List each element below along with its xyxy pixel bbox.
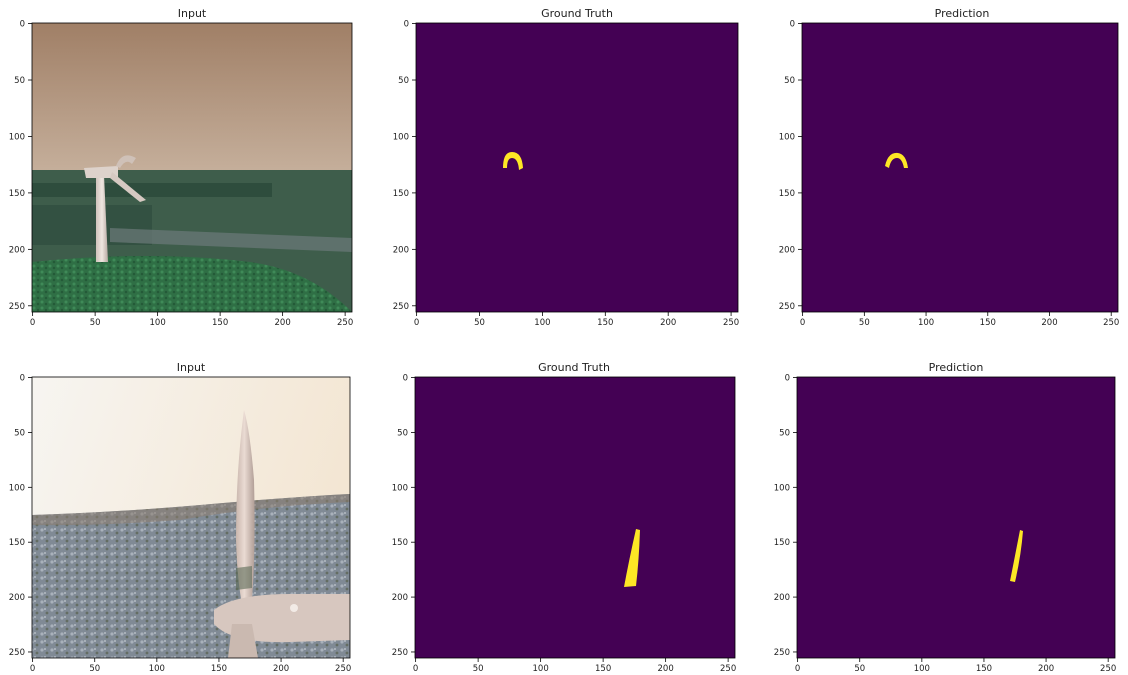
ground-truth-panel-row1: Ground Truth bbox=[415, 7, 739, 313]
x-tick-label: 0 bbox=[413, 664, 418, 671]
y-tick-label: 250 bbox=[9, 302, 25, 312]
x-tick-label: 50 bbox=[90, 318, 101, 328]
y-tick-label: 150 bbox=[393, 189, 409, 199]
x-tick-label: 250 bbox=[723, 318, 739, 328]
x-tick-label: 200 bbox=[1041, 318, 1057, 328]
y-tick-label: 100 bbox=[9, 483, 25, 493]
input-panel-row2: Input bbox=[31, 361, 351, 659]
y-tick-label: 0 bbox=[785, 374, 790, 384]
x-tick-label: 250 bbox=[335, 664, 351, 671]
x-tick-label: 100 bbox=[534, 318, 550, 328]
y-tick-label: 150 bbox=[779, 189, 795, 199]
x-tick-label: 250 bbox=[1100, 664, 1116, 671]
x-tick-label: 50 bbox=[474, 318, 485, 328]
y-tick-label: 200 bbox=[393, 245, 409, 255]
y-tick-label: 50 bbox=[779, 428, 790, 438]
y-tick-label: 50 bbox=[398, 76, 409, 86]
y-tick-label: 50 bbox=[14, 428, 25, 438]
x-tick-label: 150 bbox=[212, 318, 228, 328]
x-tick-label: 150 bbox=[597, 318, 613, 328]
x-tick-label: 0 bbox=[30, 318, 35, 328]
y-tick-label: 250 bbox=[774, 648, 790, 658]
x-tick-label: 200 bbox=[658, 664, 674, 671]
x-tick-label: 50 bbox=[859, 318, 870, 328]
y-tick-label: 100 bbox=[779, 132, 795, 142]
ground-truth-panel-row2: Ground Truth bbox=[414, 361, 736, 659]
mask-region bbox=[885, 152, 908, 168]
x-tick-label: 100 bbox=[150, 318, 166, 328]
y-tick-label: 250 bbox=[779, 302, 795, 312]
x-tick-label: 150 bbox=[976, 664, 992, 671]
y-tick-label: 150 bbox=[9, 538, 25, 548]
mask-region bbox=[503, 152, 523, 170]
y-tick-label: 50 bbox=[397, 428, 408, 438]
y-tick-label: 100 bbox=[393, 132, 409, 142]
x-tick-label: 0 bbox=[800, 318, 805, 328]
panel-title: Input bbox=[178, 7, 207, 20]
x-tick-label: 50 bbox=[854, 664, 865, 671]
x-tick-label: 50 bbox=[89, 664, 100, 671]
panel-title: Input bbox=[177, 361, 206, 374]
panel-title: Prediction bbox=[929, 361, 984, 374]
x-tick-label: 150 bbox=[595, 664, 611, 671]
y-tick-label: 250 bbox=[9, 648, 25, 658]
input-image-row2 bbox=[32, 377, 350, 658]
prediction-panel-row2: Prediction bbox=[796, 361, 1116, 659]
x-tick-label: 150 bbox=[211, 664, 227, 671]
y-tick-label: 100 bbox=[392, 483, 408, 493]
mask-background bbox=[797, 377, 1115, 658]
y-tick-label: 0 bbox=[403, 374, 408, 384]
y-tick-label: 50 bbox=[784, 76, 795, 86]
x-tick-label: 50 bbox=[473, 664, 484, 671]
x-tick-label: 0 bbox=[414, 318, 419, 328]
prediction-panel-row1: Prediction bbox=[801, 7, 1119, 313]
mask-background bbox=[802, 23, 1118, 312]
y-tick-label: 150 bbox=[392, 538, 408, 548]
panel-title: Prediction bbox=[935, 7, 990, 20]
x-tick-label: 100 bbox=[918, 318, 934, 328]
x-tick-label: 200 bbox=[1038, 664, 1054, 671]
x-tick-label: 250 bbox=[337, 318, 353, 328]
x-tick-label: 0 bbox=[30, 664, 35, 671]
y-tick-label: 0 bbox=[20, 374, 25, 384]
panel-title: Ground Truth bbox=[541, 7, 613, 20]
y-tick-label: 0 bbox=[404, 20, 409, 30]
y-tick-label: 150 bbox=[9, 189, 25, 199]
x-tick-label: 100 bbox=[149, 664, 165, 671]
x-tick-label: 0 bbox=[795, 664, 800, 671]
panel-title: Ground Truth bbox=[538, 361, 610, 374]
mask-region bbox=[624, 529, 640, 587]
x-tick-label: 100 bbox=[914, 664, 930, 671]
y-tick-label: 0 bbox=[20, 20, 25, 30]
x-tick-label: 150 bbox=[980, 318, 996, 328]
y-tick-label: 250 bbox=[393, 302, 409, 312]
mask-background bbox=[415, 377, 735, 658]
input-image-row1 bbox=[32, 23, 352, 312]
x-tick-label: 200 bbox=[660, 318, 676, 328]
x-tick-label: 200 bbox=[273, 664, 289, 671]
y-tick-label: 200 bbox=[774, 593, 790, 603]
axis-ticks: 0 0 50 50 100 100 150 150 200 200 250 250 0 0 50 50 100 1… bbox=[9, 20, 1120, 674]
y-tick-label: 150 bbox=[774, 538, 790, 548]
y-tick-label: 100 bbox=[9, 132, 25, 142]
y-tick-label: 200 bbox=[9, 245, 25, 255]
y-tick-label: 50 bbox=[14, 76, 25, 86]
y-tick-label: 250 bbox=[392, 648, 408, 658]
input-panel-row1: Input bbox=[31, 7, 353, 313]
mask-background bbox=[416, 23, 738, 312]
y-tick-label: 200 bbox=[9, 593, 25, 603]
y-tick-label: 200 bbox=[779, 245, 795, 255]
y-tick-label: 0 bbox=[790, 20, 795, 30]
y-tick-label: 100 bbox=[774, 483, 790, 493]
x-tick-label: 250 bbox=[1103, 318, 1119, 328]
mask-region bbox=[1010, 530, 1023, 582]
x-tick-label: 200 bbox=[275, 318, 291, 328]
x-tick-label: 100 bbox=[533, 664, 549, 671]
y-tick-label: 200 bbox=[392, 593, 408, 603]
x-tick-label: 250 bbox=[720, 664, 736, 671]
